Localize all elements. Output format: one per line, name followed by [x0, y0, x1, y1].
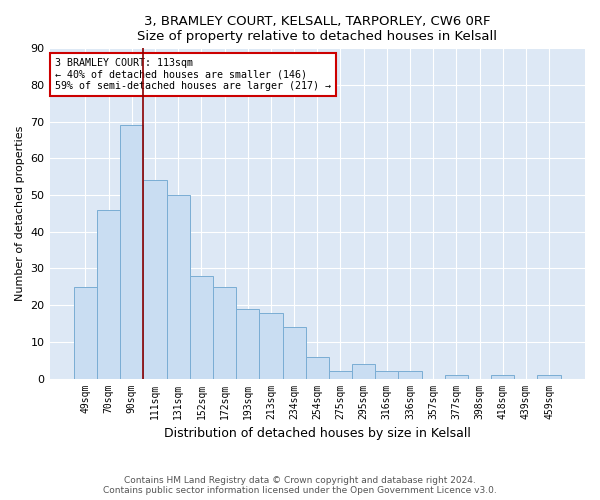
- Bar: [375, 371, 398, 378]
- Bar: [398, 371, 422, 378]
- Bar: [305, 356, 329, 378]
- Bar: [167, 195, 190, 378]
- Bar: [213, 287, 236, 378]
- Text: 3 BRAMLEY COURT: 113sqm
← 40% of detached houses are smaller (146)
59% of semi-d: 3 BRAMLEY COURT: 113sqm ← 40% of detache…: [55, 58, 331, 92]
- X-axis label: Distribution of detached houses by size in Kelsall: Distribution of detached houses by size …: [164, 427, 471, 440]
- Y-axis label: Number of detached properties: Number of detached properties: [15, 126, 25, 301]
- Bar: [74, 287, 97, 378]
- Bar: [97, 210, 120, 378]
- Title: 3, BRAMLEY COURT, KELSALL, TARPORLEY, CW6 0RF
Size of property relative to detac: 3, BRAMLEY COURT, KELSALL, TARPORLEY, CW…: [137, 15, 497, 43]
- Bar: [283, 327, 305, 378]
- Bar: [236, 309, 259, 378]
- Bar: [538, 375, 560, 378]
- Bar: [329, 371, 352, 378]
- Bar: [491, 375, 514, 378]
- Bar: [190, 276, 213, 378]
- Bar: [259, 312, 283, 378]
- Bar: [352, 364, 375, 378]
- Text: Contains HM Land Registry data © Crown copyright and database right 2024.
Contai: Contains HM Land Registry data © Crown c…: [103, 476, 497, 495]
- Bar: [120, 126, 143, 378]
- Bar: [143, 180, 167, 378]
- Bar: [445, 375, 468, 378]
